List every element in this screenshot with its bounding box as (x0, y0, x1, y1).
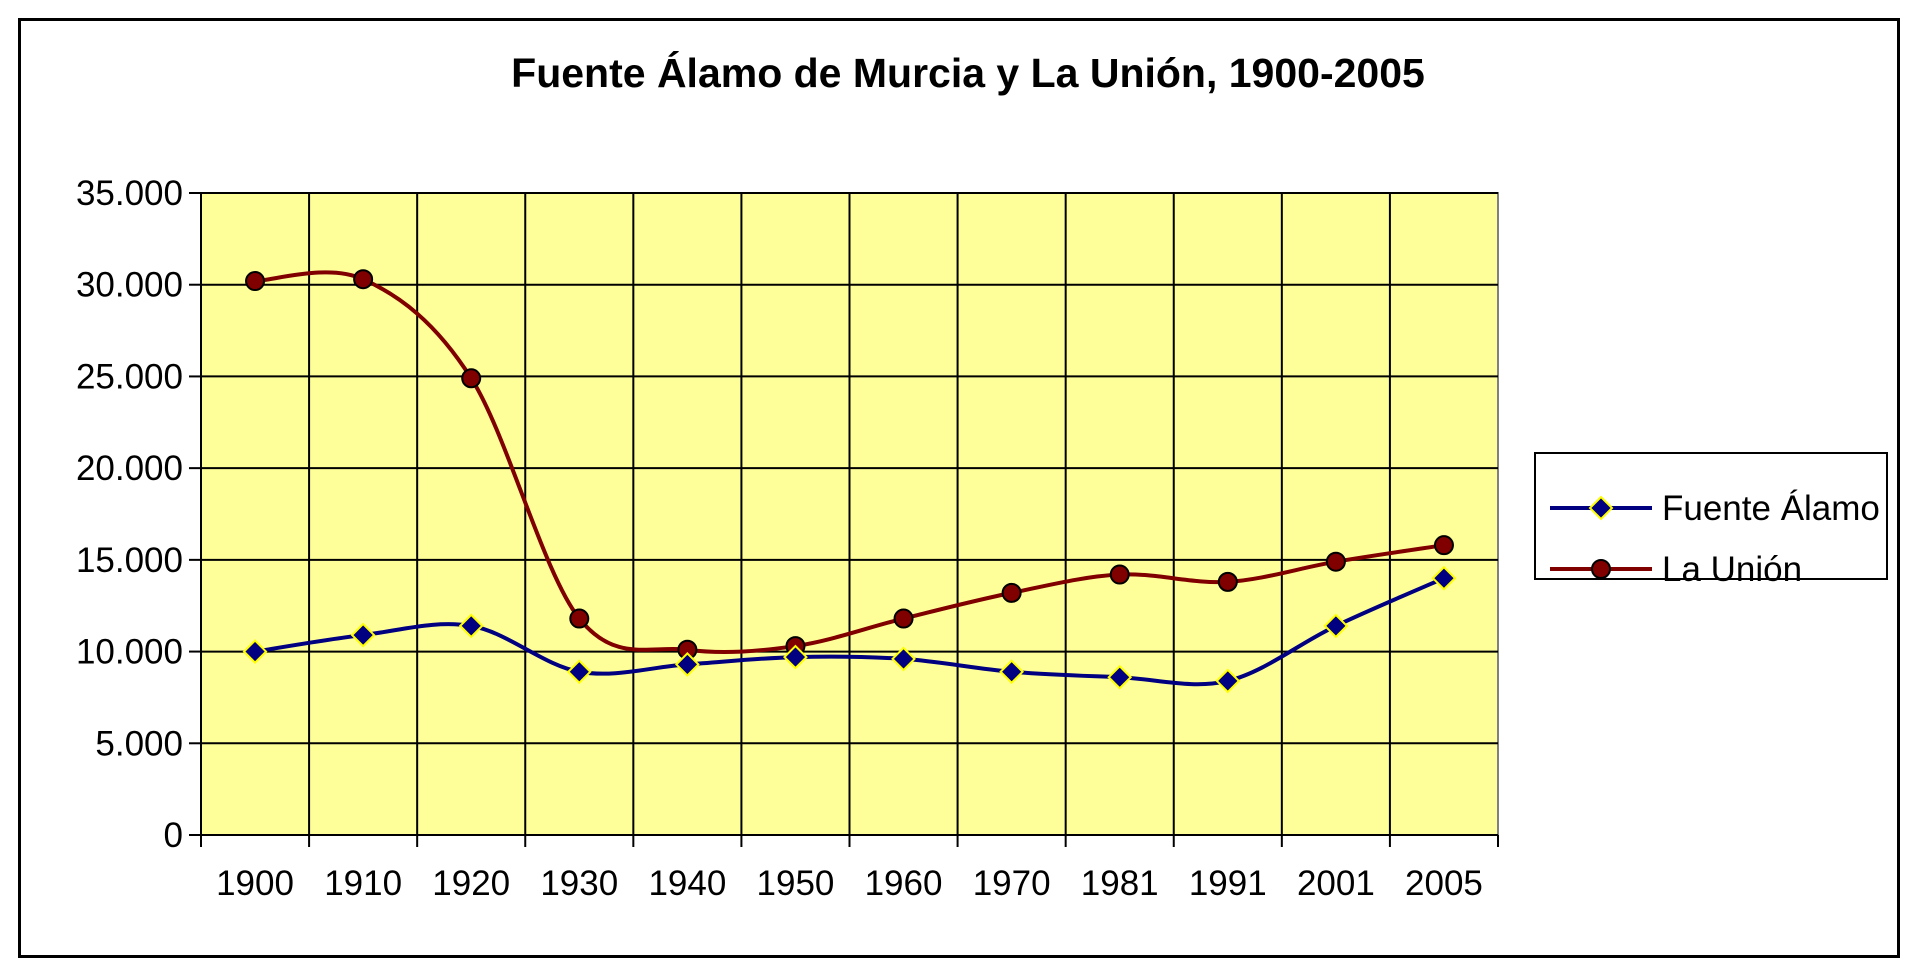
y-tick-label: 15.000 (76, 541, 183, 580)
y-tick-label: 35.000 (76, 174, 183, 213)
legend-marker-1 (1591, 559, 1611, 579)
series-1-point (245, 271, 266, 292)
x-axis-ticks: 1900 1910 1920 1930 1940 1950 1960 1970 1981 1991… (216, 864, 1483, 903)
series-lines (242, 269, 1457, 694)
series-1-point (353, 269, 374, 290)
x-tick-label: 1940 (648, 864, 726, 903)
x-tick-label: 2005 (1405, 864, 1483, 903)
series-0-point (566, 659, 592, 685)
series-0-point (999, 659, 1025, 685)
x-tick-label: 1970 (973, 864, 1051, 903)
y-tick-label: 0 (164, 816, 183, 855)
series-1-point (461, 368, 482, 389)
y-tick-label: 10.000 (76, 633, 183, 672)
series-0-point (783, 644, 808, 670)
axes (189, 192, 1499, 847)
series-1-point (1433, 535, 1454, 556)
legend-box (1534, 452, 1888, 580)
chart-frame: Fuente Álamo de Murcia y La Unión, 1900-… (18, 18, 1900, 958)
series-0-point (1107, 664, 1133, 690)
series-0-point (458, 613, 484, 639)
series-1-point (1217, 571, 1238, 592)
series-0-point (1431, 565, 1457, 591)
series-1-point (893, 608, 914, 629)
x-tick-label: 1950 (757, 864, 835, 903)
x-tick-label: 1991 (1189, 864, 1267, 903)
legend: Fuente Álamo La Unión (1534, 452, 1888, 589)
x-tick-label: 1900 (216, 864, 294, 903)
series-1-point (1109, 564, 1130, 585)
x-tick-label: 1910 (324, 864, 402, 903)
series-0-point (1323, 613, 1349, 639)
legend-label-0: Fuente Álamo (1662, 489, 1880, 528)
x-tick-label: 1960 (865, 864, 943, 903)
x-tick-label: 1920 (432, 864, 510, 903)
y-axis-ticks: 0 5.000 10.000 15.000 20.000 25.000 30.000 35.0… (76, 174, 183, 855)
chart-title: Fuente Álamo de Murcia y La Unión, 1900-… (511, 50, 1425, 96)
x-tick-label: 1981 (1081, 864, 1159, 903)
y-tick-label: 5.000 (95, 724, 183, 763)
y-tick-label: 20.000 (76, 449, 183, 488)
x-tick-label: 1930 (540, 864, 618, 903)
line-chart: Fuente Álamo de Murcia y La Unión, 1900-… (76, 50, 1888, 903)
legend-label-1: La Unión (1662, 550, 1802, 589)
legend-marker-0 (1588, 495, 1614, 521)
y-tick-label: 25.000 (76, 357, 183, 396)
series-1-point (569, 608, 590, 629)
y-tick-label: 30.000 (76, 266, 183, 305)
series-1-point (1001, 582, 1022, 603)
series-0-point (350, 622, 376, 648)
x-tick-label: 2001 (1297, 864, 1375, 903)
series-0-point (242, 639, 268, 664)
series-0-point (891, 646, 916, 672)
gridlines (201, 192, 1498, 835)
series-0-point (674, 651, 700, 677)
series-1-point (1325, 551, 1346, 572)
series-0-point (1215, 668, 1241, 694)
